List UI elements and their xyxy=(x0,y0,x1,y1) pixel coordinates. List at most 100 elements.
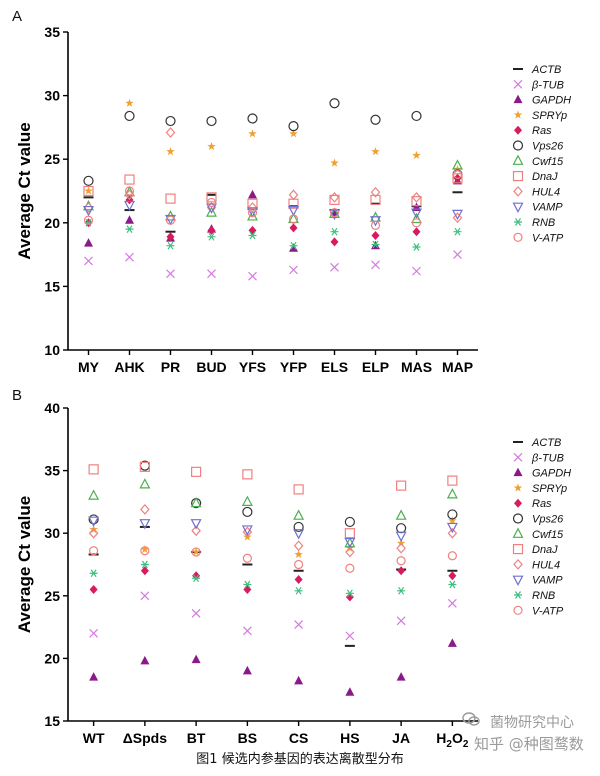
data-point xyxy=(452,212,463,224)
series--tub xyxy=(84,250,462,281)
series-v-atp xyxy=(83,169,463,230)
data-point xyxy=(345,592,354,602)
data-point xyxy=(289,223,298,233)
data-point xyxy=(446,488,458,499)
legend-label: ACTB xyxy=(531,64,561,76)
data-point xyxy=(370,216,381,227)
data-point xyxy=(242,626,252,636)
data-point xyxy=(191,525,201,537)
data-point xyxy=(248,129,257,138)
x-tick-label: MAS xyxy=(401,359,432,375)
x-tick-label: ΔSpds xyxy=(123,730,168,746)
data-point xyxy=(371,147,380,156)
data-point xyxy=(395,531,407,542)
data-point xyxy=(329,191,340,203)
data-point xyxy=(207,269,216,279)
data-point xyxy=(288,121,299,132)
y-tick-label: 20 xyxy=(44,650,60,666)
data-point xyxy=(370,194,381,206)
data-point xyxy=(247,208,258,218)
data-point xyxy=(447,527,458,539)
series-cwf15 xyxy=(83,159,463,224)
data-point xyxy=(125,225,134,234)
legend-label: SPRYp xyxy=(532,483,567,495)
data-point xyxy=(242,469,253,480)
data-point xyxy=(242,553,252,563)
legend: ACTB β-TUB GAPDH SPRYp Ras Vps26 Cwf15 DnaJ HUL4… xyxy=(512,437,571,617)
y-tick-label: 25 xyxy=(44,588,60,604)
data-point xyxy=(396,556,406,566)
data-point xyxy=(140,546,150,556)
data-point xyxy=(396,523,407,534)
legend-marker xyxy=(512,575,524,586)
data-point xyxy=(447,638,457,647)
legend-label: Vps26 xyxy=(532,514,564,526)
legend-marker xyxy=(513,605,523,615)
data-point xyxy=(412,150,421,160)
legend-marker xyxy=(512,527,524,538)
data-point xyxy=(192,574,201,583)
data-point xyxy=(206,203,217,214)
data-point xyxy=(84,238,93,247)
panel-label: A xyxy=(12,8,22,25)
data-point xyxy=(125,98,134,107)
legend-label: SPRYp xyxy=(532,110,567,122)
figure-caption: 图1 候选内参基因的表达离散型分布 xyxy=(196,752,404,767)
data-point xyxy=(88,527,99,539)
data-point xyxy=(448,580,457,589)
legend-marker xyxy=(512,154,524,165)
y-tick-label: 40 xyxy=(44,400,60,416)
data-point xyxy=(191,547,201,557)
series-dnaj xyxy=(88,461,458,539)
data-point xyxy=(294,559,304,570)
data-point xyxy=(206,115,217,127)
legend-label: Ras xyxy=(532,498,552,510)
data-point xyxy=(370,186,381,198)
x-tick-label: MY xyxy=(78,359,100,375)
legend-marker xyxy=(513,185,523,197)
series-gapdh xyxy=(89,638,457,696)
data-point xyxy=(84,256,93,266)
data-point xyxy=(248,225,257,235)
data-point xyxy=(88,516,100,527)
data-point xyxy=(166,147,175,156)
data-point xyxy=(89,546,99,556)
data-point xyxy=(124,110,135,122)
x-tick-label: AHK xyxy=(114,359,144,375)
data-point xyxy=(447,551,457,561)
legend-label: Cwf15 xyxy=(532,529,564,541)
data-point xyxy=(345,546,355,558)
legend-label: GAPDH xyxy=(532,468,571,480)
data-point xyxy=(329,208,340,218)
legend-marker xyxy=(513,79,523,89)
data-point xyxy=(84,186,93,195)
legend-marker xyxy=(513,558,523,570)
y-tick-label: 35 xyxy=(44,463,60,479)
series-cwf15 xyxy=(88,478,458,548)
data-point xyxy=(83,175,94,186)
legend-marker xyxy=(513,452,523,462)
data-point xyxy=(83,185,94,197)
data-point xyxy=(166,269,175,279)
data-point xyxy=(289,265,298,275)
data-point xyxy=(344,528,355,539)
data-point xyxy=(452,159,463,170)
watermark-author: 知乎 @种图鹜数 xyxy=(474,735,584,753)
data-point xyxy=(124,185,135,197)
data-point xyxy=(294,620,304,630)
data-point xyxy=(452,209,463,221)
x-tick-label: YFS xyxy=(239,359,266,375)
data-point xyxy=(330,227,339,236)
legend-label: Cwf15 xyxy=(532,156,564,168)
x-tick-label: H2O2 xyxy=(436,730,469,750)
data-point xyxy=(395,509,407,520)
data-point xyxy=(293,540,304,552)
series-rnb xyxy=(89,560,457,598)
legend-label: RNB xyxy=(532,590,555,602)
data-point xyxy=(247,113,258,124)
x-tick-label: PR xyxy=(161,359,180,375)
data-point xyxy=(140,591,150,601)
legend-marker xyxy=(514,125,522,135)
legend-label: β-TUB xyxy=(531,452,564,464)
